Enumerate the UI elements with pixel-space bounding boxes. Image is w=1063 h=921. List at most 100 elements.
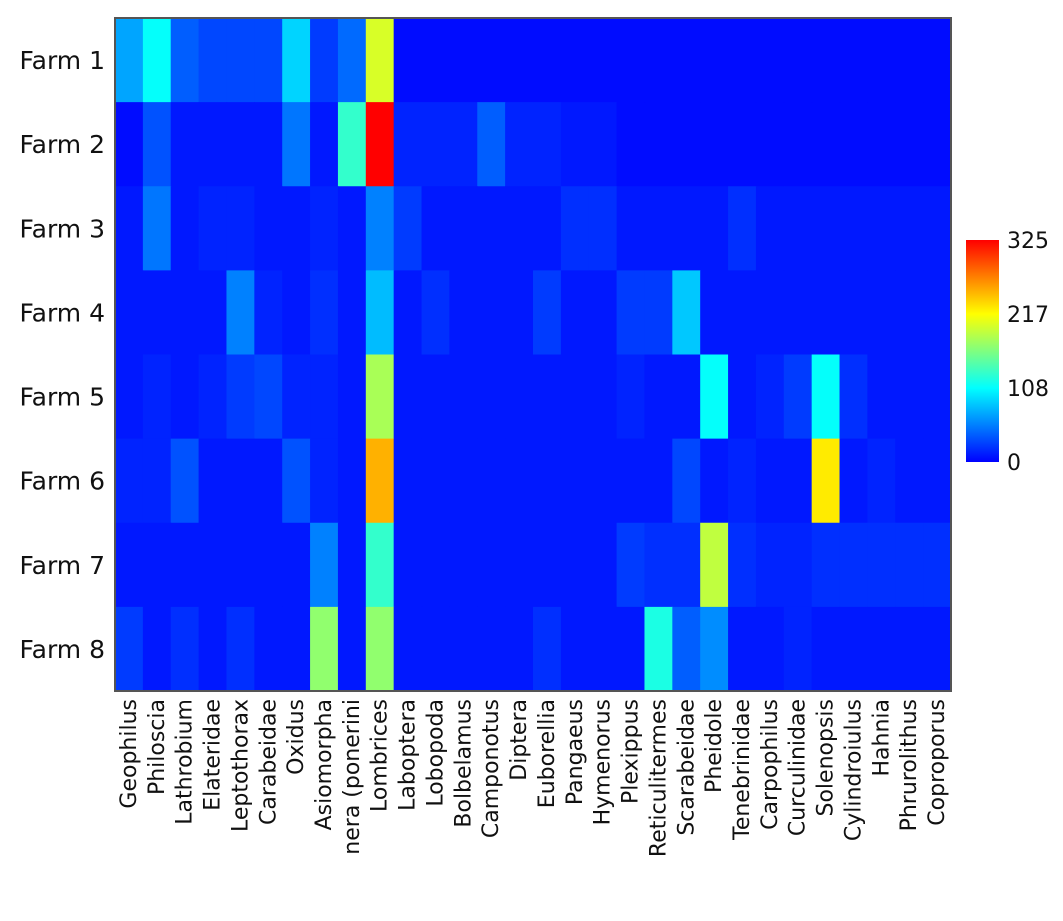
heatmap-cell <box>728 270 757 356</box>
heatmap-cell <box>895 18 924 103</box>
heatmap-cell <box>728 186 757 271</box>
heatmap-cell <box>644 522 673 608</box>
heatmap-cell <box>310 522 339 608</box>
colorbar-tick-label: 217 <box>1007 303 1049 328</box>
heatmap-cell <box>811 354 841 440</box>
heatmap-cell <box>142 102 172 187</box>
heatmap-cell <box>560 522 590 608</box>
heatmap-cell <box>393 438 423 524</box>
heatmap-cell <box>449 606 478 692</box>
column-tick-label: Laboptera <box>396 699 421 811</box>
heatmap-cell <box>282 606 311 692</box>
heatmap-cell <box>923 18 952 103</box>
heatmap-cell <box>533 18 562 103</box>
heatmap-cell <box>198 270 228 356</box>
heatmap-cell <box>198 354 228 440</box>
heatmap-cell <box>115 522 144 608</box>
heatmap-cell <box>254 102 283 187</box>
heatmap-cell <box>533 438 562 524</box>
heatmap-cell <box>616 522 646 608</box>
heatmap-cell <box>616 438 646 524</box>
heatmap-cell <box>170 606 200 692</box>
column-labels: Geophilus Philoscia Lathrobium Elateridae Le… <box>117 699 950 857</box>
heatmap-cell <box>170 18 200 103</box>
heatmap-cell <box>365 522 395 608</box>
heatmap-cell <box>895 606 924 692</box>
heatmap-cell <box>867 522 896 608</box>
heatmap-cell <box>421 606 450 692</box>
heatmap-cell <box>310 18 339 103</box>
heatmap-cell <box>811 102 841 187</box>
heatmap-cell <box>226 18 255 103</box>
column-tick-label: Curculinidae <box>786 699 811 836</box>
heatmap-cell <box>755 606 785 692</box>
column-tick-label: Elateridae <box>201 699 226 811</box>
heatmap-cell <box>533 354 562 440</box>
heatmap-cell <box>421 186 450 271</box>
row-tick-label: Farm 7 <box>20 551 105 580</box>
heatmap-cell <box>644 438 673 524</box>
column-tick-label: Hahnia <box>869 699 894 777</box>
heatmap-cell <box>393 18 423 103</box>
heatmap-cell <box>226 354 255 440</box>
column-tick-label: Carpophilus <box>758 699 783 830</box>
heatmap-cell <box>560 102 590 187</box>
heatmap-cell <box>170 270 200 356</box>
heatmap-cell <box>115 102 144 187</box>
heatmap-cell <box>393 606 423 692</box>
heatmap-cell <box>449 18 478 103</box>
heatmap-cell <box>449 438 478 524</box>
heatmap-cell <box>783 270 813 356</box>
heatmap-cell <box>700 18 729 103</box>
heatmap-cell <box>477 354 506 440</box>
heatmap-cell <box>923 354 952 440</box>
heatmap-cell <box>449 354 478 440</box>
heatmap-cell <box>783 18 813 103</box>
colorbar <box>966 240 999 462</box>
heatmap-cell <box>365 606 395 692</box>
heatmap-cell <box>644 354 673 440</box>
heatmap-cell <box>672 354 701 440</box>
heatmap-cell <box>755 354 785 440</box>
heatmap-cell <box>170 438 200 524</box>
heatmap-cell <box>337 438 367 524</box>
column-tick-label: Plexippus <box>619 699 644 804</box>
row-tick-label: Farm 2 <box>20 130 105 159</box>
heatmap-cell <box>198 102 228 187</box>
heatmap-cell <box>811 522 841 608</box>
heatmap-cell <box>365 18 395 103</box>
heatmap-cell <box>254 270 283 356</box>
heatmap-cell <box>560 354 590 440</box>
heatmap-cell <box>588 186 618 271</box>
colorbar-tick-label: 108 <box>1007 377 1049 402</box>
heatmap-cell <box>923 606 952 692</box>
heatmap-cell <box>365 102 395 187</box>
heatmap-cell <box>867 102 896 187</box>
heatmap-cell <box>142 354 172 440</box>
heatmap-cell <box>644 102 673 187</box>
heatmap-cell <box>588 606 618 692</box>
heatmap-cell <box>755 186 785 271</box>
heatmap-cell <box>839 102 868 187</box>
heatmap-cell <box>115 354 144 440</box>
heatmap-cell <box>895 186 924 271</box>
heatmap-cell <box>477 522 506 608</box>
heatmap-cell <box>282 522 311 608</box>
heatmap-cell <box>616 354 646 440</box>
heatmap-cell <box>867 354 896 440</box>
heatmap-cell <box>142 186 172 271</box>
heatmap-cell <box>533 606 562 692</box>
heatmap-cell <box>421 522 450 608</box>
heatmap-cell <box>365 270 395 356</box>
heatmap-cell <box>672 606 701 692</box>
heatmap-cell <box>365 186 395 271</box>
heatmap-cell <box>393 186 423 271</box>
heatmap-cell <box>895 522 924 608</box>
heatmap-cell <box>672 438 701 524</box>
heatmap-cell <box>867 438 896 524</box>
heatmap-cell <box>115 18 144 103</box>
heatmap-cell <box>421 270 450 356</box>
plot-frame <box>114 17 952 692</box>
heatmap-cell <box>254 354 283 440</box>
